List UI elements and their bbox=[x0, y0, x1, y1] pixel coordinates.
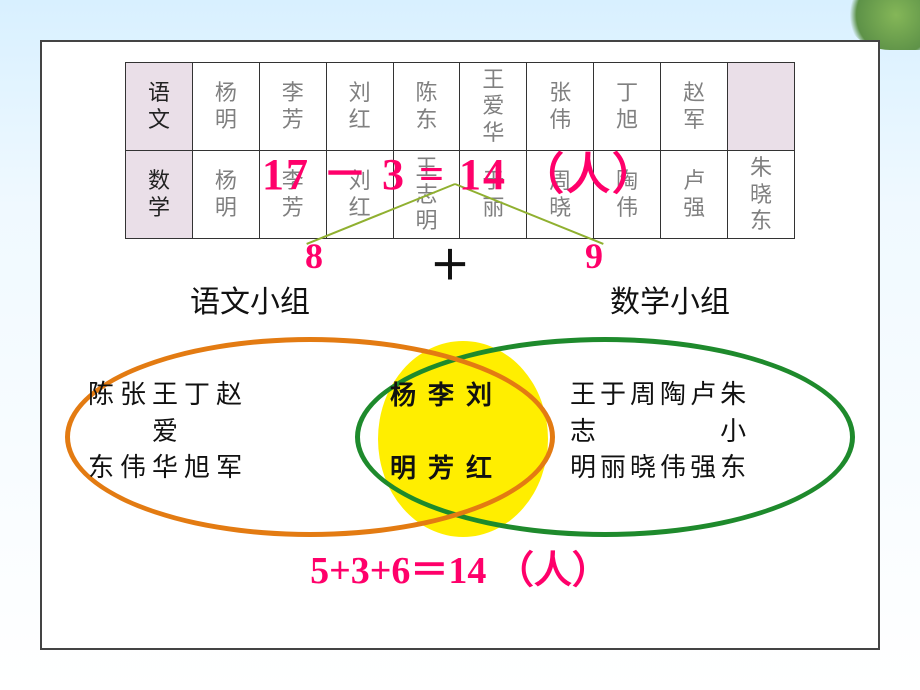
equation-top: 17 － 3 = 14 （人） bbox=[42, 138, 878, 202]
name-column: 赵 军 bbox=[216, 377, 242, 486]
name-column: 卢 强 bbox=[690, 377, 716, 486]
names-both: 杨 明李 芳刘 红 bbox=[390, 377, 492, 486]
eq-bot-expr: 5+3+6＝14 bbox=[310, 550, 486, 592]
name-column: 陶 伟 bbox=[660, 377, 686, 486]
plus-row: 8 ＋ 9 bbox=[125, 233, 795, 275]
name-column: 周 晓 bbox=[630, 377, 656, 486]
plus-sign: ＋ bbox=[430, 233, 470, 291]
label-right: 数学小组 bbox=[610, 277, 730, 321]
eq-lhs: 17 bbox=[262, 150, 310, 199]
name-column: 丁 旭 bbox=[184, 377, 210, 486]
label-left: 语文小组 bbox=[190, 277, 310, 321]
eq-bot-unit: （人） bbox=[496, 550, 610, 592]
name-column: 杨 明 bbox=[390, 377, 416, 486]
names-right-only: 王志明于 丽周 晓陶 伟卢 强朱小东 bbox=[570, 377, 746, 486]
name-column: 张 伟 bbox=[120, 377, 146, 486]
names-left-only: 陈 东张 伟王爱华丁 旭赵 军 bbox=[88, 377, 242, 486]
name-column: 王爱华 bbox=[152, 377, 178, 486]
eq-eqs: = bbox=[419, 150, 446, 199]
eq-rhs: 14 bbox=[459, 150, 507, 199]
name-column: 朱小东 bbox=[720, 377, 746, 486]
equation-bottom: 5+3+6＝14 （人） bbox=[60, 539, 860, 594]
eq-op: － bbox=[323, 150, 369, 199]
eq-unit: （人） bbox=[520, 150, 658, 199]
name-column: 王志明 bbox=[570, 377, 596, 486]
name-column: 刘 红 bbox=[466, 377, 492, 486]
slide-canvas: 语文 杨明 李芳 刘红 陈东 王爱华 张伟 丁旭 赵军 数学 杨明 李芳 刘红 … bbox=[40, 40, 880, 650]
name-column: 李 芳 bbox=[428, 377, 454, 486]
name-column: 陈 东 bbox=[88, 377, 114, 486]
name-column: 于 丽 bbox=[600, 377, 626, 486]
eq-mid: 3 bbox=[382, 150, 406, 199]
venn-diagram: 陈 东张 伟王爱华丁 旭赵 军 杨 明李 芳刘 红 王志明于 丽周 晓陶 伟卢 … bbox=[60, 327, 860, 587]
